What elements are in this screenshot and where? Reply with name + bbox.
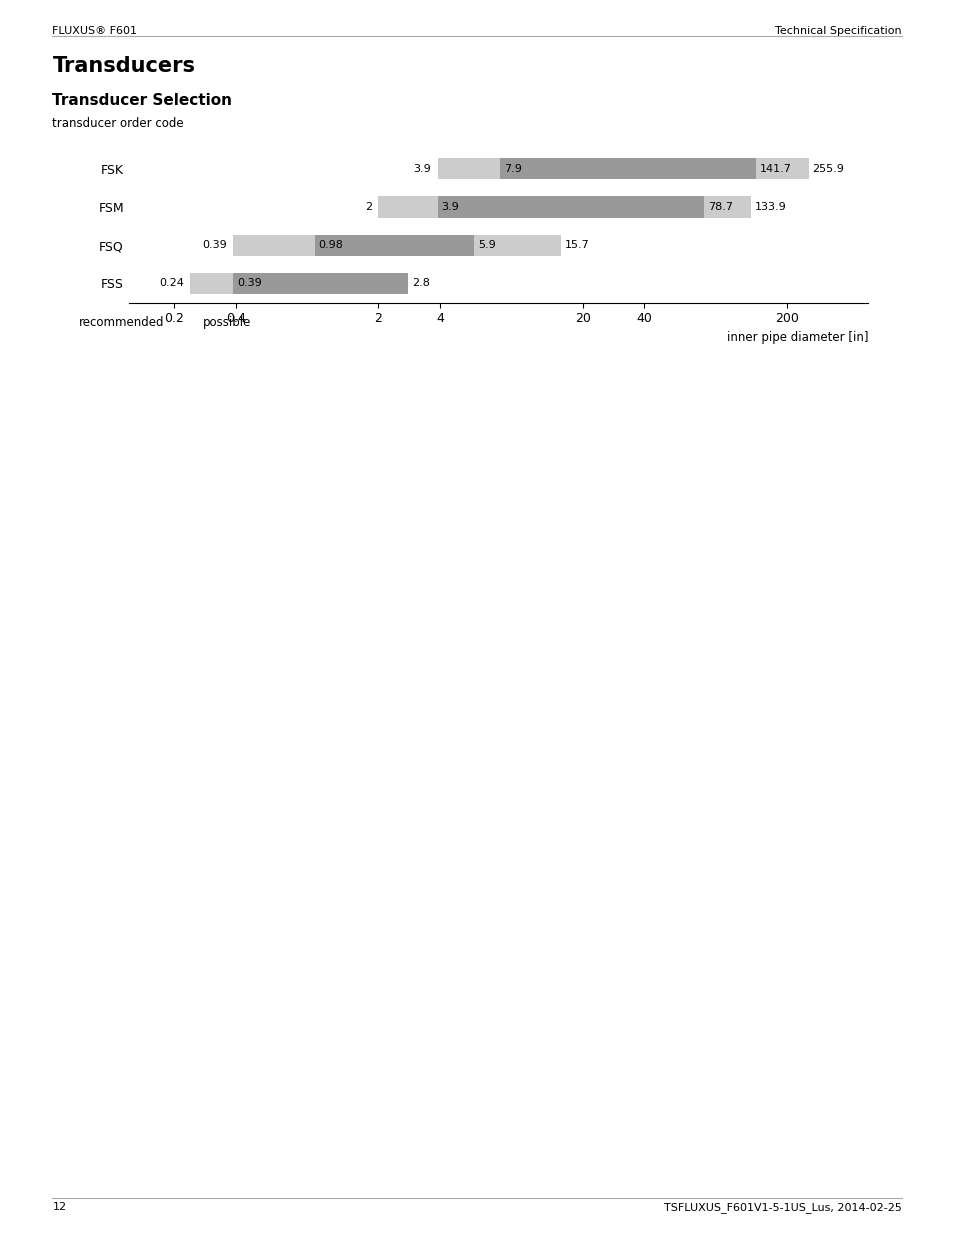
Bar [378,196,750,217]
Text: 3.9: 3.9 [413,164,431,174]
Text: TSFLUXUS_F601V1-5-1US_Lus, 2014-02-25: TSFLUXUS_F601V1-5-1US_Lus, 2014-02-25 [663,1202,901,1213]
Text: transducer order code: transducer order code [52,117,184,131]
Bar [233,235,560,256]
Text: 78.7: 78.7 [707,203,732,212]
Bar [437,196,703,217]
Text: recommended: recommended [79,316,165,329]
Text: 133.9: 133.9 [754,203,785,212]
Text: possible: possible [203,316,252,329]
X-axis label: inner pipe diameter [in]: inner pipe diameter [in] [726,331,867,343]
Text: 2: 2 [364,203,372,212]
Text: 2.8: 2.8 [412,278,429,289]
Text: Technical Specification: Technical Specification [774,26,901,36]
Text: 3.9: 3.9 [440,203,458,212]
Text: 5.9: 5.9 [477,241,495,251]
Text: 0.39: 0.39 [236,278,261,289]
Text: Transducer Selection: Transducer Selection [52,93,233,107]
Text: 0.98: 0.98 [318,241,343,251]
Text: 7.9: 7.9 [503,164,521,174]
Bar [190,273,408,294]
Text: 255.9: 255.9 [811,164,843,174]
Bar [233,273,408,294]
Text: FLUXUS® F601: FLUXUS® F601 [52,26,137,36]
Text: 15.7: 15.7 [564,241,589,251]
Bar [437,158,808,179]
Text: 0.39: 0.39 [202,241,227,251]
Bar [499,158,756,179]
Text: Transducers: Transducers [52,56,195,75]
Bar [314,235,474,256]
Text: 12: 12 [52,1202,67,1212]
Text: 141.7: 141.7 [759,164,791,174]
Text: 0.24: 0.24 [159,278,184,289]
